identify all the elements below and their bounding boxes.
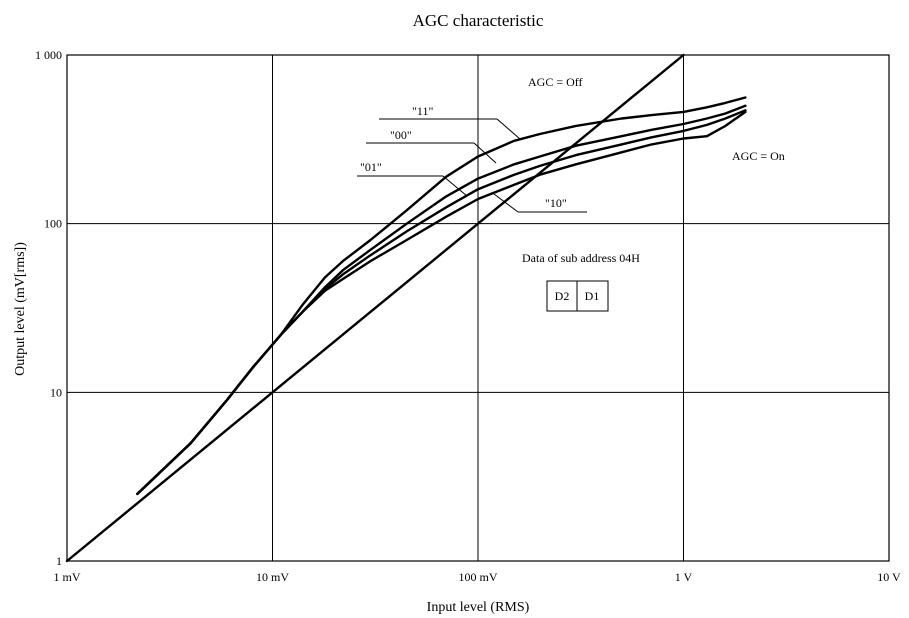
series-label-01: "01" (360, 160, 382, 174)
y-axis-label: Output level (mV[rms]) (13, 242, 28, 376)
x-tick-label: 100 mV (459, 570, 498, 584)
x-tick-label: 10 mV (256, 570, 289, 584)
series-line-01 (136, 109, 747, 496)
series-line-agc-off (65, 53, 685, 563)
y-tick-label: 1 000 (35, 48, 62, 62)
series-line-11 (136, 96, 747, 496)
leader-10-diagonal (493, 193, 519, 213)
series-line-10 (136, 110, 747, 496)
x-tick-label: 1 mV (54, 570, 81, 584)
chart-title: AGC characteristic (413, 11, 544, 30)
agc-on-annotation: AGC = On (732, 149, 785, 163)
x-axis-label: Input level (RMS) (427, 600, 530, 615)
grid (67, 55, 889, 561)
agc-off-annotation: AGC = Off (528, 75, 583, 89)
series-line-00 (136, 104, 747, 496)
series-label-11: "11" (412, 104, 433, 118)
x-tick-label: 1 V (675, 570, 693, 584)
series-lines (65, 53, 747, 563)
tick-labels: 1 mV 10 mV 100 mV 1 V 10 V 1 10 100 1 000 (35, 48, 901, 584)
bit-box-d1 (576, 280, 609, 312)
y-tick-label: 100 (44, 217, 62, 231)
leader-11-diagonal (496, 118, 521, 140)
leader-01-diagonal (442, 175, 468, 197)
leader-00-diagonal (473, 142, 497, 164)
sub-address-annotation: Data of sub address 04H (522, 251, 640, 265)
y-tick-label: 10 (50, 385, 62, 399)
bit-label-d1: D1 (585, 289, 600, 303)
annotations: AGC = Off AGC = On Data of sub address 0… (357, 75, 785, 312)
y-tick-label: 1 (56, 554, 62, 568)
series-label-10: "10" (545, 196, 567, 210)
bit-box-d2 (546, 280, 578, 312)
x-tick-label: 10 V (877, 570, 901, 584)
plot-frame (66, 54, 890, 562)
bit-label-d2: D2 (555, 289, 570, 303)
series-label-00: "00" (390, 128, 412, 142)
